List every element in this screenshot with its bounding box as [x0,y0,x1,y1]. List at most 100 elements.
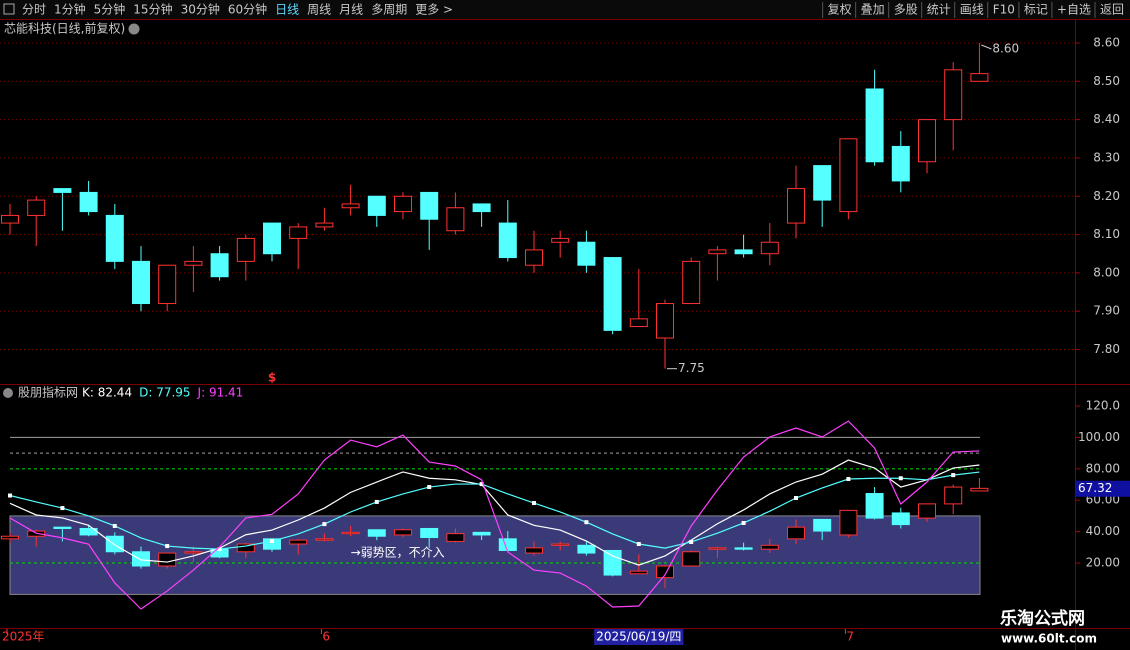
candle-body [813,165,832,201]
candle-body [367,529,386,537]
candle-body [263,222,281,255]
y-tick-label: 120.0 [1086,399,1120,413]
watermark-title: 乐淘公式网 [1000,608,1085,629]
icon[interactable] [3,3,15,15]
x-tick-label: 6 [322,630,330,644]
y-tick-label: 100.00 [1078,430,1120,444]
chart-title: 芯能科技(日线,前复权) [4,21,125,36]
toolbar-tab[interactable]: 分时 [22,3,46,17]
candle-body [682,551,701,567]
toolbar-button[interactable]: 复权 [828,3,852,17]
candle-body [184,260,203,266]
toolbar-button[interactable]: 画线 [960,3,984,17]
candle-body [839,138,858,213]
toolbar-tab[interactable]: 1分钟 [54,2,86,17]
legend-entry: K: 82.44 [82,386,132,400]
candle-body [472,203,491,213]
candle-body [289,539,308,545]
candle-body [787,526,805,540]
toolbar-tab[interactable]: 30分钟 [181,2,220,17]
point-marker [427,485,432,490]
candle-body [891,145,910,182]
weak-zone [9,515,981,595]
candle-body [970,487,989,492]
candle-body [865,493,884,519]
toolbar-button[interactable]: 统计 [927,3,951,17]
candle-body [420,527,439,539]
toolbar-button[interactable]: 标记 [1024,3,1048,17]
candle-body [551,543,570,546]
candle-body [236,543,255,553]
candle-body [53,188,72,193]
candle-body [446,207,465,232]
indicator-icon[interactable] [3,388,13,398]
point-marker [165,544,170,549]
y-tick-label: 80.00 [1086,461,1120,475]
candle-body [341,203,360,209]
candle-body [918,503,936,519]
point-marker [741,520,746,525]
candle-body [944,69,963,121]
candle-body [27,199,46,216]
y-tick-label: 8.00 [1093,265,1120,279]
toolbar-tab[interactable]: 更多 > [415,3,453,17]
candle-body [210,253,229,278]
point-marker [584,520,589,525]
candle-body [944,486,963,505]
candle-body [656,303,674,339]
candle-body [394,529,412,536]
candle-body [132,260,150,305]
candle-body [577,544,596,554]
point-marker [846,477,851,482]
y-tick-label: 8.50 [1093,74,1120,88]
point-marker [689,539,694,544]
candle-body [53,526,72,529]
toolbar-button[interactable]: 叠加 [861,3,885,17]
candle-body [498,538,517,551]
point-marker [322,522,327,527]
toolbar-tab[interactable]: 月线 [339,3,363,17]
toolbar-tab[interactable]: 5分钟 [94,2,126,17]
candle-body [1,535,19,540]
point-marker [898,476,903,481]
candle-body [1,214,19,224]
point-marker [794,496,798,501]
cursor-value: 67.32 [1078,481,1112,495]
candle-body [603,257,622,331]
toolbar-tab[interactable]: 周线 [307,3,331,17]
candle-body [629,570,648,575]
point-marker [112,523,117,528]
toolbar-button[interactable]: 返回 [1100,3,1124,17]
series-line [9,471,980,550]
candle-body [420,191,439,220]
x-tick-label: 7 [846,630,854,644]
x-tick-label: 2025年 [2,630,45,644]
toolbar-button[interactable]: 多股 [894,3,918,17]
dropdown-icon[interactable] [128,23,140,35]
toolbar-tab[interactable]: 60分钟 [228,2,267,17]
point-marker [270,539,274,544]
toolbar-button[interactable]: +自选 [1057,3,1091,17]
x-tick-label: 2025/06/19/四 [596,630,681,644]
point-marker [8,493,12,498]
y-tick-label: 8.20 [1093,189,1120,203]
candle-body [184,551,203,554]
point-marker [60,506,65,511]
candle-body [446,533,465,542]
toolbar-bg [0,0,1130,19]
toolbar-tab[interactable]: 日线 [275,3,299,17]
candle-body [839,509,858,536]
toolbar-tab[interactable]: 15分钟 [133,2,172,17]
y-tick-label: 8.40 [1093,112,1120,126]
toolbar-tab[interactable]: 多周期 [371,3,407,17]
candle-body [708,249,727,255]
candle-body [760,544,779,550]
legend-entry: J: 91.41 [197,386,244,400]
candle-body [787,188,805,224]
candle-body [525,547,543,554]
toolbar-button[interactable]: F10 [993,3,1015,17]
candle-body [263,538,281,550]
series-line [9,420,980,610]
annotation-label: 7.75 [678,361,705,375]
